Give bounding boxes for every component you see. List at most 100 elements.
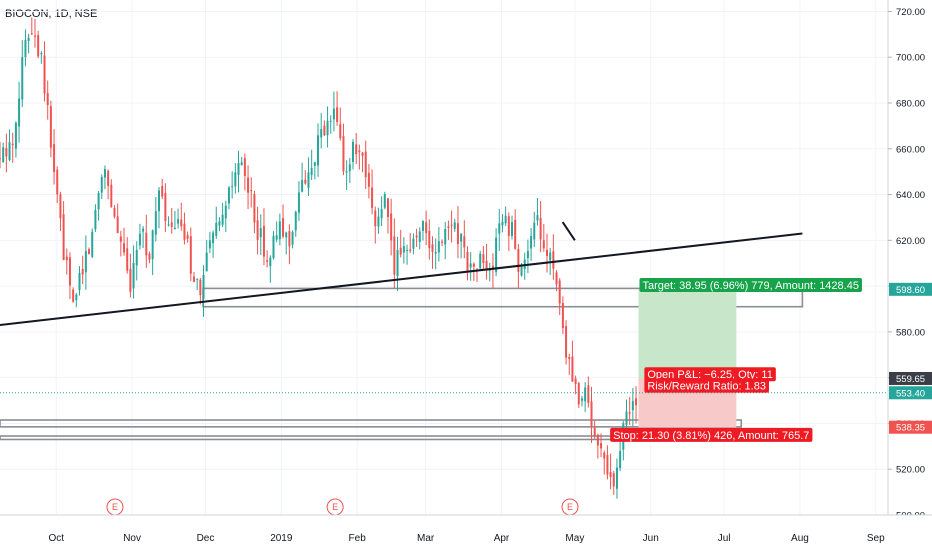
candle-body bbox=[148, 253, 151, 260]
candle-body bbox=[565, 326, 568, 358]
candle-body bbox=[539, 218, 542, 240]
candle-body bbox=[75, 294, 78, 301]
time-tick-label: 2019 bbox=[270, 533, 293, 544]
zone-rectangle bbox=[0, 419, 743, 428]
candle-body bbox=[612, 473, 615, 487]
price-tick-label: 680.00 bbox=[896, 99, 925, 110]
candle-body bbox=[94, 209, 97, 230]
price-tick-label: 520.00 bbox=[896, 465, 925, 476]
price-label-box bbox=[889, 386, 932, 400]
candle-body bbox=[192, 276, 195, 282]
candle-body bbox=[170, 222, 173, 227]
candle-body bbox=[123, 243, 126, 253]
time-tick-label: Sep bbox=[867, 533, 885, 544]
candle-body bbox=[297, 192, 300, 213]
candle-body bbox=[402, 246, 405, 253]
candle-body bbox=[243, 158, 246, 176]
candle-body bbox=[282, 218, 285, 237]
candle-body bbox=[262, 225, 265, 257]
candle-body bbox=[552, 251, 555, 269]
annotation-box bbox=[644, 378, 769, 393]
candle-body bbox=[301, 180, 304, 192]
candle-body bbox=[482, 254, 485, 264]
candle-body bbox=[558, 280, 561, 304]
candle-body bbox=[584, 387, 587, 402]
candle-body bbox=[469, 263, 472, 268]
candle-body bbox=[386, 198, 389, 218]
candle-body bbox=[495, 237, 498, 273]
candle-body bbox=[0, 158, 1, 160]
candle-body bbox=[526, 251, 529, 258]
candle-body bbox=[313, 162, 316, 166]
long-position-tool[interactable] bbox=[638, 289, 737, 428]
candle-body bbox=[431, 244, 434, 252]
candle-body bbox=[514, 219, 517, 249]
candle-body bbox=[444, 228, 447, 245]
candle-body bbox=[472, 263, 475, 267]
time-tick-label: Aug bbox=[791, 533, 809, 544]
trendlines[interactable] bbox=[0, 221, 888, 394]
candle-body bbox=[126, 248, 129, 271]
candle-body bbox=[441, 241, 444, 243]
candle-body bbox=[310, 167, 313, 175]
candle-body bbox=[491, 265, 494, 270]
candle-body bbox=[542, 240, 545, 249]
candle-body bbox=[103, 169, 106, 178]
candle-body bbox=[530, 236, 533, 249]
candle-body bbox=[377, 216, 380, 227]
candle-body bbox=[596, 435, 599, 446]
candle-body bbox=[393, 236, 396, 275]
price-label: 553.40 bbox=[896, 388, 925, 399]
time-tick-label: Jul bbox=[718, 533, 731, 544]
candle-body bbox=[164, 193, 167, 222]
candle-body bbox=[339, 124, 342, 139]
candle-body bbox=[240, 162, 243, 166]
candle-body bbox=[27, 37, 30, 41]
candle-body bbox=[577, 383, 580, 405]
time-tick-label: May bbox=[565, 533, 584, 544]
candle-body bbox=[453, 222, 456, 229]
candle-body bbox=[116, 216, 119, 233]
candle-body bbox=[78, 272, 81, 291]
candle-body bbox=[288, 231, 291, 247]
candle-body bbox=[367, 172, 370, 187]
candle-body bbox=[202, 274, 205, 299]
candle-body bbox=[447, 226, 450, 228]
candle-body bbox=[326, 120, 329, 136]
candle-body bbox=[615, 467, 618, 489]
candle-body bbox=[351, 141, 354, 162]
candle-body bbox=[479, 253, 482, 269]
candle-body bbox=[590, 401, 593, 427]
candle-body bbox=[215, 222, 218, 236]
candle-body bbox=[437, 241, 440, 253]
candle-body bbox=[145, 232, 148, 256]
candle-body bbox=[49, 106, 52, 148]
price-tick-label: 720.00 bbox=[896, 7, 925, 18]
candle-body bbox=[224, 205, 227, 219]
candle-body bbox=[135, 250, 138, 266]
candle-body bbox=[418, 231, 421, 242]
candle-body bbox=[307, 172, 310, 188]
trendline bbox=[561, 221, 576, 241]
candle-body bbox=[549, 252, 552, 261]
candle-body bbox=[53, 144, 56, 172]
candle-body bbox=[154, 211, 157, 235]
candle-body bbox=[72, 289, 75, 302]
candle-body bbox=[399, 247, 402, 255]
candle-body bbox=[364, 151, 367, 178]
candle-body bbox=[606, 455, 609, 475]
candle-body bbox=[237, 163, 240, 175]
candle-body bbox=[183, 223, 186, 240]
candle-body bbox=[269, 257, 272, 267]
price-label: 598.60 bbox=[896, 285, 925, 296]
candle-body bbox=[561, 302, 564, 329]
candle-body bbox=[348, 164, 351, 171]
candle-body bbox=[425, 222, 428, 234]
candle-body bbox=[323, 125, 326, 136]
candle-body bbox=[291, 231, 294, 245]
candle-body bbox=[631, 401, 634, 411]
profit-zone bbox=[638, 289, 737, 379]
time-tick-label: Apr bbox=[494, 533, 510, 544]
